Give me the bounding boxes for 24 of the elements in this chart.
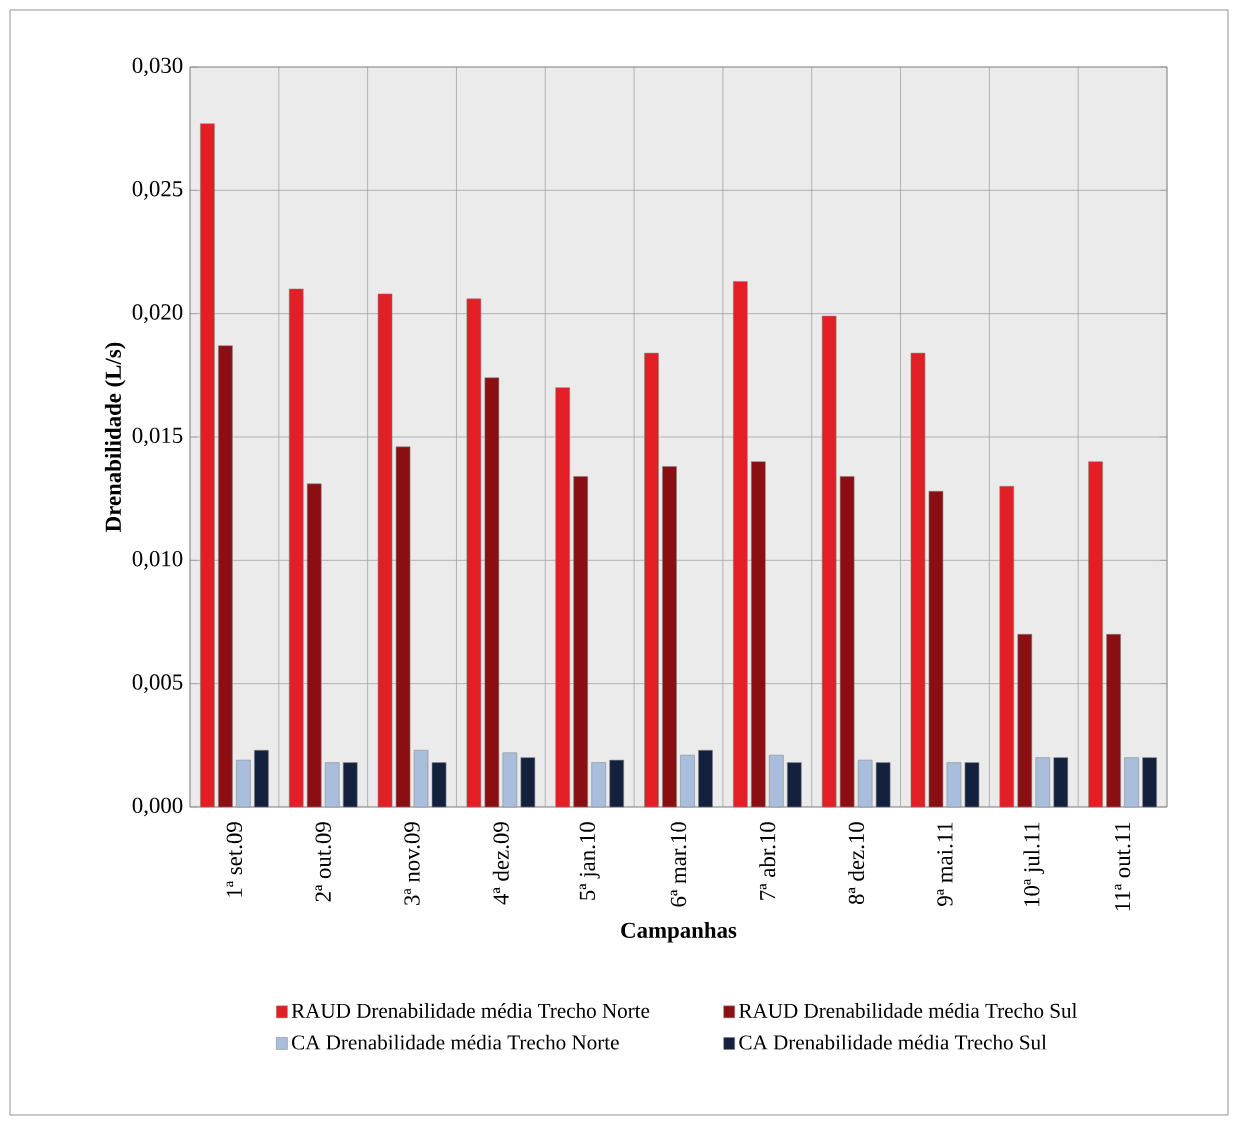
y-tick-label: 0,000 xyxy=(132,797,183,817)
x-tick-label: 7ª abr.10 xyxy=(759,822,776,900)
x-axis-title: Campanhas xyxy=(621,921,737,943)
legend-label: CA Drenabilidade média Trecho Sul xyxy=(739,1034,1047,1050)
x-tick-label: 4ª dez.09 xyxy=(492,822,509,905)
y-axis-title: Drenabilidade (L/s) xyxy=(104,342,126,532)
legend-label: RAUD Drenabilidade média Trecho Sul xyxy=(739,1003,1077,1018)
y-tick-label: 0,025 xyxy=(132,180,183,200)
y-tick-label: 0,020 xyxy=(132,304,183,324)
x-tick-label: 11ª out.11 xyxy=(1114,822,1131,911)
x-tick-label: 6ª mar.10 xyxy=(670,822,687,907)
x-tick-label: 8ª dez.10 xyxy=(848,822,865,905)
x-tick-label: 2ª out.09 xyxy=(315,822,331,902)
y-tick-label: 0,010 xyxy=(132,550,183,570)
x-tick-label: 1ª set.09 xyxy=(226,822,243,897)
x-tick-label: 5ª jan.10 xyxy=(579,822,600,900)
x-tick-label: 9ª mai.11 xyxy=(937,822,953,906)
y-tick-label: 0,015 xyxy=(132,427,183,447)
x-tick-label: 10ª jul.11 xyxy=(1023,822,1045,906)
y-tick-label: 0,005 xyxy=(132,674,183,694)
legend-label: CA Drenabilidade média Trecho Norte xyxy=(291,1034,619,1050)
legend-label: RAUD Drenabilidade média Trecho Norte xyxy=(291,1003,650,1018)
y-tick-label: 0,030 xyxy=(132,57,183,77)
x-tick-label: 3ª nov.09 xyxy=(404,822,420,905)
